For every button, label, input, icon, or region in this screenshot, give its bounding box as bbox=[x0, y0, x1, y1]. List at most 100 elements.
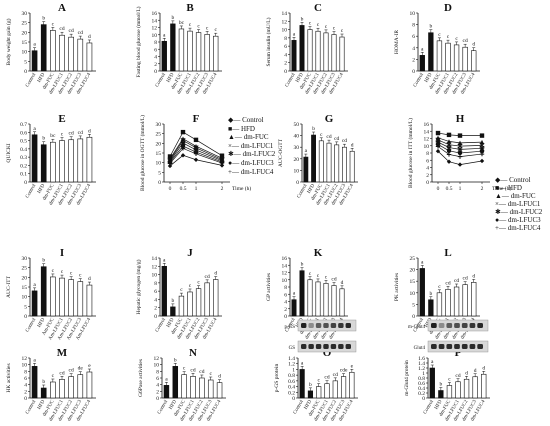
significance-label: b bbox=[171, 298, 174, 304]
series-line bbox=[169, 131, 223, 157]
y-tick-label: 0.6 bbox=[20, 130, 27, 136]
significance-label: d bbox=[88, 276, 91, 282]
y-tick-label: 0 bbox=[24, 314, 27, 320]
significance-label: b bbox=[42, 258, 45, 264]
bar bbox=[311, 134, 316, 183]
significance-label: c bbox=[52, 268, 55, 274]
marker-star bbox=[446, 145, 452, 151]
significance-label: cd bbox=[326, 134, 331, 140]
significance-label: b bbox=[309, 382, 312, 388]
bar bbox=[178, 28, 185, 72]
x-axis-label: Time (h) bbox=[492, 185, 511, 192]
significance-label: c bbox=[52, 373, 55, 379]
y-tick-label: 0 bbox=[422, 396, 425, 402]
significance-label: bc bbox=[179, 20, 185, 26]
significance-label: b bbox=[429, 24, 432, 30]
bar bbox=[318, 140, 324, 183]
bar bbox=[31, 50, 38, 72]
bar bbox=[31, 134, 38, 183]
series-line bbox=[437, 141, 483, 150]
blot-band bbox=[315, 344, 322, 349]
y-tick-label: 14 bbox=[424, 129, 430, 135]
x-tick-label: 0.5 bbox=[180, 186, 187, 192]
panel-e: E 0 0.1 0.2 0.3 0.4 0.5 0.6 0.7 QUICKI a Control b HF… bbox=[6, 113, 96, 206]
y-tick-label: 25 bbox=[22, 21, 28, 27]
panel-letter: P bbox=[455, 347, 462, 359]
bar bbox=[291, 40, 297, 72]
y-tick-label: 1.2 bbox=[418, 366, 425, 372]
y-tick-label: 0.2 bbox=[20, 163, 27, 169]
bar bbox=[307, 29, 313, 72]
significance-label: d bbox=[472, 273, 475, 279]
series-line bbox=[169, 142, 223, 162]
y-tick-label: 10 bbox=[156, 161, 162, 167]
significance-label: c bbox=[61, 269, 64, 275]
panel-letter: K bbox=[314, 247, 323, 259]
bar bbox=[349, 150, 355, 183]
legend-label: dm-LFUC1 bbox=[240, 141, 274, 150]
marker-circle bbox=[457, 150, 463, 156]
significance-label: b bbox=[174, 357, 177, 363]
panel-letter: L bbox=[444, 247, 451, 259]
significance-label: d bbox=[214, 271, 217, 277]
bar bbox=[50, 276, 56, 317]
y-tick-label: 12 bbox=[152, 264, 158, 270]
marker-square bbox=[435, 130, 441, 136]
significance-label: c bbox=[61, 132, 64, 138]
legend-label: dm-LFUC3 bbox=[507, 216, 541, 224]
blot-band bbox=[301, 323, 307, 328]
y-tick-label: 50 bbox=[294, 122, 300, 128]
blot-band bbox=[330, 323, 337, 328]
bar bbox=[326, 142, 332, 183]
significance-label: c bbox=[455, 36, 458, 42]
y-axis-label: HOMA-IR bbox=[394, 30, 400, 54]
category-label: Control bbox=[25, 317, 37, 333]
significance-label: cd bbox=[69, 368, 74, 374]
significance-label: c bbox=[189, 22, 192, 28]
y-tick-label: 15 bbox=[410, 279, 416, 285]
significance-label: c bbox=[341, 28, 344, 34]
significance-label: d bbox=[218, 374, 221, 380]
blot-label: Glut4 bbox=[414, 346, 426, 351]
category-label: Control bbox=[25, 183, 37, 199]
y-tick-label: 25 bbox=[22, 266, 28, 272]
category-label: HFD bbox=[37, 183, 47, 194]
legend-label: HFD bbox=[240, 124, 255, 133]
y-axis-label: Blood glucose in ITT (mmol/L) bbox=[407, 118, 414, 188]
y-tick-label: 2 bbox=[154, 306, 157, 312]
series-line bbox=[169, 139, 223, 161]
marker-star bbox=[180, 140, 186, 146]
bar bbox=[68, 279, 74, 317]
bar bbox=[428, 32, 434, 72]
y-tick-label: 0 bbox=[24, 396, 27, 402]
y-tick-label: 0 bbox=[284, 314, 287, 320]
y-tick-label: 1.2 bbox=[288, 362, 295, 368]
blot-label: GS bbox=[289, 346, 296, 351]
blot-band bbox=[301, 344, 307, 349]
legend-item: ▲— dm-FUC bbox=[228, 133, 269, 142]
y-tick-label: 0.6 bbox=[288, 379, 295, 385]
significance-label: c bbox=[206, 25, 209, 31]
bar bbox=[31, 290, 38, 317]
marker-square bbox=[479, 133, 485, 138]
y-tick-label: 0.3 bbox=[20, 155, 27, 161]
y-tick-label: 1.4 bbox=[288, 356, 295, 362]
y-tick-label: 10 bbox=[282, 28, 288, 34]
significance-label: a bbox=[33, 126, 36, 132]
significance-label: d bbox=[351, 142, 354, 148]
significance-label: e bbox=[351, 363, 354, 369]
marker-plus bbox=[457, 154, 463, 159]
significance-label: a bbox=[163, 32, 166, 38]
panel-letter: A bbox=[58, 2, 66, 14]
legend-label: Control bbox=[509, 176, 531, 184]
panel-o: O00.20.40.60.811.21.4p-GS proteinaContro… bbox=[274, 319, 358, 422]
bar bbox=[339, 36, 345, 72]
y-tick-label: 10 bbox=[22, 50, 28, 56]
significance-label: c bbox=[209, 371, 212, 377]
series-line bbox=[437, 139, 483, 147]
category-label: Control bbox=[25, 399, 37, 415]
bar bbox=[50, 30, 56, 72]
bar bbox=[187, 30, 193, 72]
